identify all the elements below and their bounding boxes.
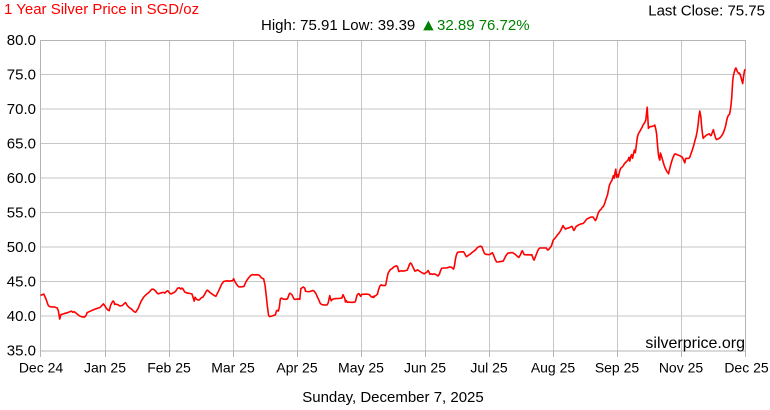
svg-text:50.0: 50.0: [7, 239, 36, 256]
svg-text:32.89 76.72%: 32.89 76.72%: [437, 17, 530, 34]
svg-text:70.0: 70.0: [7, 101, 36, 118]
svg-text:75.0: 75.0: [7, 67, 36, 84]
svg-text:Jan 25: Jan 25: [84, 360, 126, 376]
svg-text:80.0: 80.0: [7, 32, 36, 49]
svg-text:Sunday, December 7, 2025: Sunday, December 7, 2025: [302, 389, 484, 406]
svg-text:55.0: 55.0: [7, 205, 36, 222]
svg-text:35.0: 35.0: [7, 343, 36, 360]
svg-text:Dec 25: Dec 25: [724, 360, 769, 376]
svg-text:Jun 25: Jun 25: [404, 360, 446, 376]
svg-text:Last Close: 75.75: Last Close: 75.75: [648, 3, 765, 20]
svg-text:Mar 25: Mar 25: [211, 360, 255, 376]
svg-text:60.0: 60.0: [7, 170, 36, 187]
svg-text:silverprice.org: silverprice.org: [645, 335, 745, 352]
svg-text:Sep 25: Sep 25: [595, 360, 640, 376]
svg-text:Jul 25: Jul 25: [470, 360, 508, 376]
svg-text:45.0: 45.0: [7, 274, 36, 291]
svg-text:Apr 25: Apr 25: [276, 360, 317, 376]
svg-text:1 Year Silver Price in SGD/oz: 1 Year Silver Price in SGD/oz: [4, 1, 199, 18]
svg-text:May 25: May 25: [338, 360, 384, 376]
svg-text:40.0: 40.0: [7, 308, 36, 325]
svg-text:Nov 25: Nov 25: [659, 360, 704, 376]
svg-text:Feb 25: Feb 25: [147, 360, 191, 376]
svg-text:Aug 25: Aug 25: [531, 360, 576, 376]
svg-text:Dec 24: Dec 24: [19, 360, 64, 376]
svg-text:65.0: 65.0: [7, 136, 36, 153]
svg-text:High: 75.91 Low: 39.39: High: 75.91 Low: 39.39: [261, 17, 415, 34]
